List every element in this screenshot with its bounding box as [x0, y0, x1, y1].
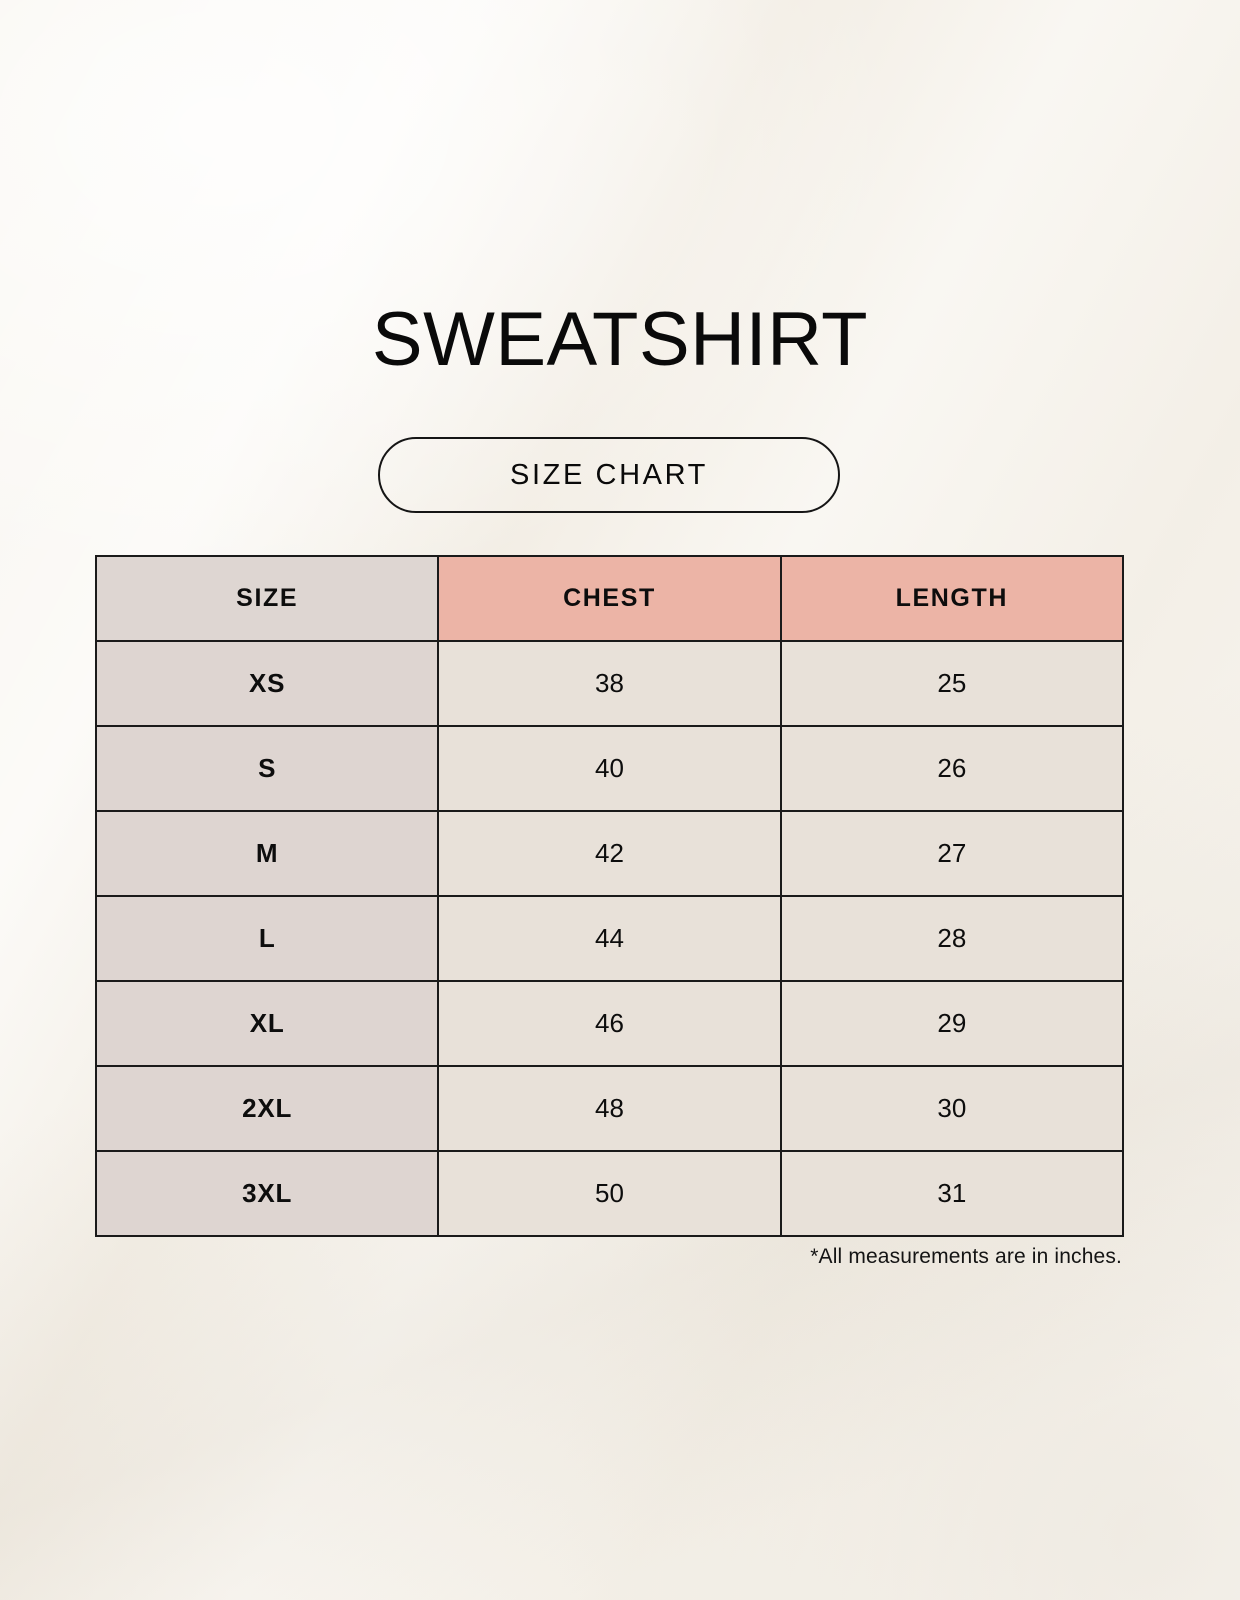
cell-length: 28	[779, 895, 1124, 982]
size-chart-badge-label: SIZE CHART	[510, 458, 708, 491]
cell-chest: 50	[437, 1150, 782, 1237]
table-row: XL 46 29	[94, 980, 1124, 1067]
cell-size: L	[94, 895, 440, 982]
cell-length: 27	[779, 810, 1124, 897]
column-header-chest: CHEST	[437, 555, 782, 642]
column-header-size: SIZE	[94, 555, 440, 642]
table-row: 3XL 50 31	[94, 1150, 1124, 1237]
size-table-container: SIZE CHEST LENGTH XS 38 25 S 40 26 M	[94, 555, 1124, 1237]
size-table: SIZE CHEST LENGTH XS 38 25 S 40 26 M	[94, 555, 1124, 1237]
cell-length: 29	[779, 980, 1124, 1067]
table-row: M 42 27	[94, 810, 1124, 897]
page-title: SWEATSHIRT	[371, 297, 869, 382]
cell-chest: 44	[437, 895, 782, 982]
cell-chest: 46	[437, 980, 782, 1067]
measurement-unit-note: *All measurements are in inches.	[810, 1245, 1122, 1268]
cell-chest: 40	[437, 725, 782, 812]
cell-chest: 48	[437, 1065, 782, 1152]
cell-chest: 42	[437, 810, 782, 897]
cell-length: 30	[779, 1065, 1124, 1152]
cell-size: XL	[94, 980, 440, 1067]
table-row: 2XL 48 30	[94, 1065, 1124, 1152]
cell-size: 2XL	[94, 1065, 440, 1152]
table-row: S 40 26	[94, 725, 1124, 812]
table-row: L 44 28	[94, 895, 1124, 982]
cell-length: 31	[779, 1150, 1124, 1237]
size-chart-badge: SIZE CHART	[378, 437, 840, 513]
cell-length: 25	[779, 640, 1124, 727]
table-row: XS 38 25	[94, 640, 1124, 727]
cell-size: XS	[94, 640, 440, 727]
cell-length: 26	[779, 725, 1124, 812]
table-header-row: SIZE CHEST LENGTH	[94, 555, 1124, 642]
cell-chest: 38	[437, 640, 782, 727]
cell-size: 3XL	[94, 1150, 440, 1237]
cell-size: M	[94, 810, 440, 897]
column-header-length: LENGTH	[779, 555, 1124, 642]
cell-size: S	[94, 725, 440, 812]
